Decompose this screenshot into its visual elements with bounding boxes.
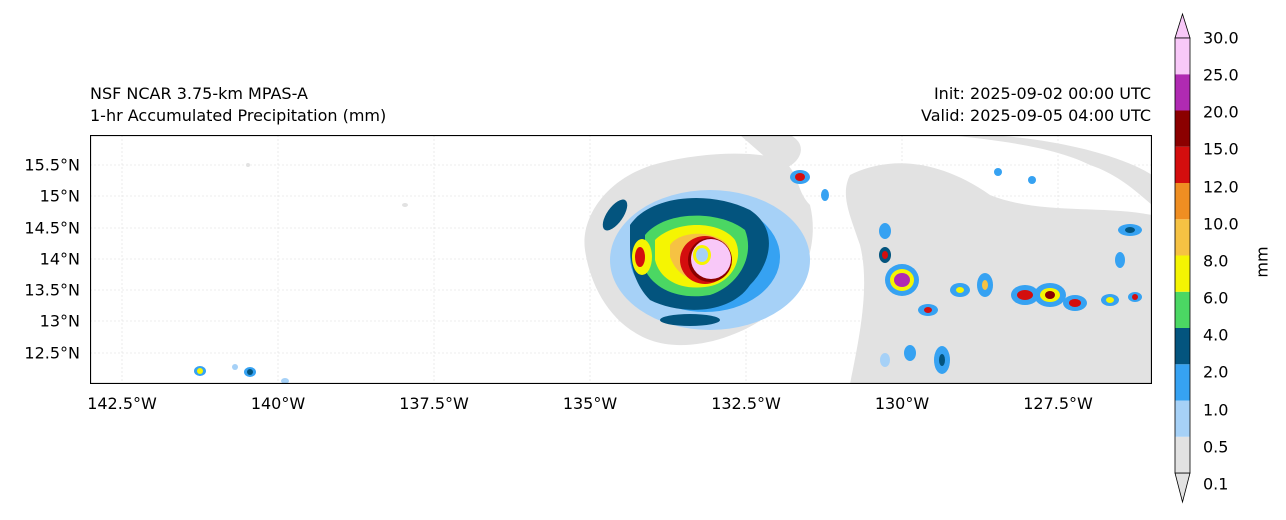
- lat-label-14.5: 14.5°N: [24, 218, 80, 238]
- cb-label-30.0: 30.0: [1203, 28, 1239, 48]
- precipitation-map: [90, 135, 1152, 384]
- lon-label-142.5: 142.5°W: [87, 394, 157, 413]
- lon-label-132.5: 132.5°W: [711, 394, 781, 413]
- cb-label-12.0: 12.0: [1203, 177, 1239, 197]
- lon-label-137.5: 137.5°W: [399, 394, 469, 413]
- cb-label-4.0: 4.0: [1203, 325, 1229, 345]
- lon-label-127.5: 127.5°W: [1023, 394, 1093, 413]
- field-name: 1-hr Accumulated Precipitation (mm): [90, 106, 387, 125]
- colorbar-bin-6: [1175, 219, 1190, 256]
- colorbar-unit: mm: [1252, 246, 1272, 278]
- lat-label-15: 15°N: [39, 186, 80, 206]
- cb-label-0.5: 0.5: [1203, 437, 1229, 457]
- title-left: NSF NCAR 3.75-km MPAS-A 1-hr Accumulated…: [90, 83, 386, 127]
- colorbar: [1174, 12, 1191, 504]
- colorbar-bin-5: [1175, 255, 1190, 292]
- lat-label-13: 13°N: [39, 311, 80, 331]
- colorbar-bin-10: [1175, 74, 1190, 111]
- lat-label-12.5: 12.5°N: [24, 343, 80, 363]
- cb-label-0.1: 0.1: [1203, 474, 1229, 494]
- lon-label-135: 135°W: [562, 394, 618, 413]
- colorbar-bin-3: [1175, 328, 1190, 365]
- cb-label-2.0: 2.0: [1203, 362, 1229, 382]
- lat-label-15.5: 15.5°N: [24, 155, 80, 175]
- cb-label-10.0: 10.0: [1203, 214, 1239, 234]
- colorbar-bin-4: [1175, 291, 1190, 328]
- lat-label-13.5: 13.5°N: [24, 280, 80, 300]
- cb-label-1.0: 1.0: [1203, 400, 1229, 420]
- colorbar-bin-1: [1175, 400, 1190, 437]
- model-name: NSF NCAR 3.75-km MPAS-A: [90, 84, 308, 103]
- colorbar-bin-7: [1175, 183, 1190, 220]
- valid-time: Valid: 2025-09-05 04:00 UTC: [920, 106, 1151, 125]
- title-right: Init: 2025-09-02 00:00 UTC Valid: 2025-0…: [921, 83, 1151, 127]
- cb-label-8.0: 8.0: [1203, 251, 1229, 271]
- colorbar-bin-2: [1175, 364, 1190, 401]
- lon-label-130: 130°W: [874, 394, 930, 413]
- hurricane-core: [602, 190, 810, 330]
- colorbar-bin-8: [1175, 146, 1190, 183]
- colorbar-bin-9: [1175, 110, 1190, 147]
- colorbar-extend-high: [1174, 12, 1191, 39]
- lat-label-14: 14°N: [39, 249, 80, 269]
- cb-label-25.0: 25.0: [1203, 65, 1239, 85]
- convective-cells: [194, 168, 1142, 384]
- cb-label-20.0: 20.0: [1203, 102, 1239, 122]
- cb-label-6.0: 6.0: [1203, 288, 1229, 308]
- init-time: Init: 2025-09-02 00:00 UTC: [933, 84, 1151, 103]
- cb-label-15.0: 15.0: [1203, 139, 1239, 159]
- lon-label-140: 140°W: [250, 394, 306, 413]
- colorbar-bin-11: [1175, 38, 1190, 75]
- colorbar-extend-low: [1174, 472, 1191, 504]
- colorbar-bin-0: [1175, 436, 1190, 473]
